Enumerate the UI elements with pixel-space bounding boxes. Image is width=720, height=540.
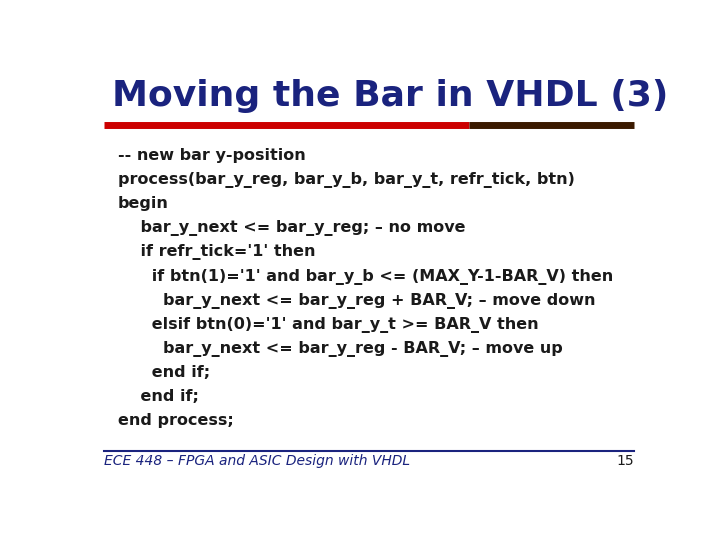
Text: process(bar_y_reg, bar_y_b, bar_y_t, refr_tick, btn): process(bar_y_reg, bar_y_b, bar_y_t, ref… bbox=[118, 172, 575, 188]
Text: end process;: end process; bbox=[118, 413, 234, 428]
Text: end if;: end if; bbox=[118, 365, 210, 380]
Text: -- new bar y-position: -- new bar y-position bbox=[118, 148, 306, 163]
Text: Moving the Bar in VHDL (3): Moving the Bar in VHDL (3) bbox=[112, 79, 669, 113]
Text: bar_y_next <= bar_y_reg; – no move: bar_y_next <= bar_y_reg; – no move bbox=[118, 220, 465, 237]
Text: end if;: end if; bbox=[118, 389, 199, 404]
Text: bar_y_next <= bar_y_reg - BAR_V; – move up: bar_y_next <= bar_y_reg - BAR_V; – move … bbox=[118, 341, 562, 357]
Text: if btn(1)='1' and bar_y_b <= (MAX_Y-1-BAR_V) then: if btn(1)='1' and bar_y_b <= (MAX_Y-1-BA… bbox=[118, 268, 613, 285]
Text: if refr_tick='1' then: if refr_tick='1' then bbox=[118, 245, 315, 260]
Text: elsif btn(0)='1' and bar_y_t >= BAR_V then: elsif btn(0)='1' and bar_y_t >= BAR_V th… bbox=[118, 317, 539, 333]
Text: begin: begin bbox=[118, 196, 168, 211]
Text: 15: 15 bbox=[616, 454, 634, 468]
Text: bar_y_next <= bar_y_reg + BAR_V; – move down: bar_y_next <= bar_y_reg + BAR_V; – move … bbox=[118, 293, 595, 309]
Text: ECE 448 – FPGA and ASIC Design with VHDL: ECE 448 – FPGA and ASIC Design with VHDL bbox=[104, 454, 410, 468]
